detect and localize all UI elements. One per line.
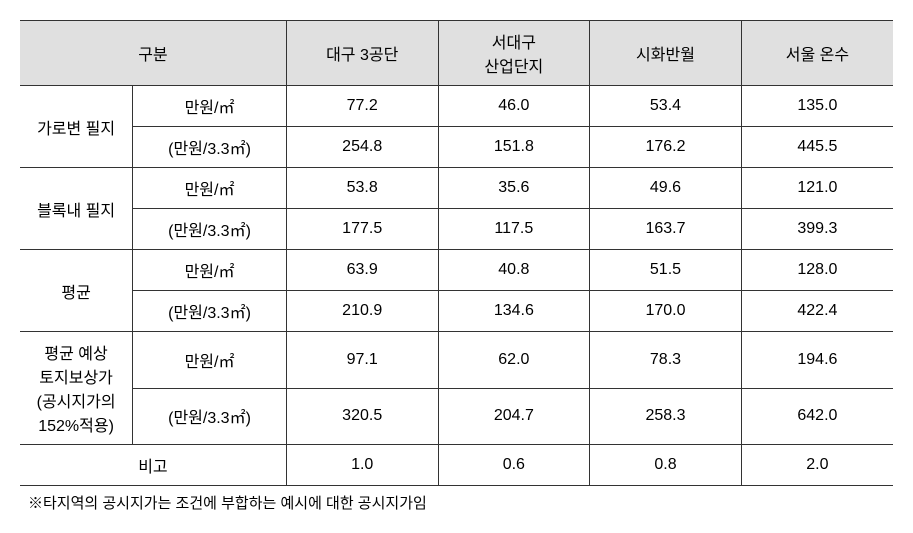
footer-row: 비고 1.0 0.6 0.8 2.0 xyxy=(20,445,893,486)
data-cell: 642.0 xyxy=(741,388,893,445)
footer-cell: 0.8 xyxy=(590,445,742,486)
data-cell: 151.8 xyxy=(438,127,590,168)
data-cell: 176.2 xyxy=(590,127,742,168)
data-cell: 40.8 xyxy=(438,250,590,291)
data-cell: 170.0 xyxy=(590,291,742,332)
data-cell: 51.5 xyxy=(590,250,742,291)
data-cell: 177.5 xyxy=(286,209,438,250)
table-row: (만원/3.3㎡) 210.9 134.6 170.0 422.4 xyxy=(20,291,893,332)
data-cell: 163.7 xyxy=(590,209,742,250)
unit-cell: 만원/㎡ xyxy=(133,250,287,291)
unit-cell: (만원/3.3㎡) xyxy=(133,388,287,445)
data-cell: 135.0 xyxy=(741,86,893,127)
unit-cell: 만원/㎡ xyxy=(133,86,287,127)
table-row: (만원/3.3㎡) 254.8 151.8 176.2 445.5 xyxy=(20,127,893,168)
data-cell: 53.8 xyxy=(286,168,438,209)
table-body: 가로변 필지 만원/㎡ 77.2 46.0 53.4 135.0 (만원/3.3… xyxy=(20,86,893,486)
data-cell: 77.2 xyxy=(286,86,438,127)
header-col-0: 대구 3공단 xyxy=(286,21,438,86)
data-table: 구분 대구 3공단 서대구산업단지 시화반월 서울 온수 가로변 필지 만원/㎡… xyxy=(20,20,893,486)
table-row: 블록내 필지 만원/㎡ 53.8 35.6 49.6 121.0 xyxy=(20,168,893,209)
footer-cell: 0.6 xyxy=(438,445,590,486)
data-cell: 53.4 xyxy=(590,86,742,127)
data-cell: 128.0 xyxy=(741,250,893,291)
table-row: 평균 만원/㎡ 63.9 40.8 51.5 128.0 xyxy=(20,250,893,291)
footer-cell: 2.0 xyxy=(741,445,893,486)
group-label-0: 가로변 필지 xyxy=(20,86,133,168)
group-label-1: 블록내 필지 xyxy=(20,168,133,250)
data-cell: 78.3 xyxy=(590,332,742,389)
data-cell: 46.0 xyxy=(438,86,590,127)
data-cell: 422.4 xyxy=(741,291,893,332)
data-cell: 62.0 xyxy=(438,332,590,389)
footer-cell: 1.0 xyxy=(286,445,438,486)
data-cell: 210.9 xyxy=(286,291,438,332)
data-cell: 35.6 xyxy=(438,168,590,209)
header-col-1: 서대구산업단지 xyxy=(438,21,590,86)
data-cell: 399.3 xyxy=(741,209,893,250)
data-cell: 117.5 xyxy=(438,209,590,250)
data-cell: 204.7 xyxy=(438,388,590,445)
data-cell: 258.3 xyxy=(590,388,742,445)
header-col-2: 시화반월 xyxy=(590,21,742,86)
data-cell: 97.1 xyxy=(286,332,438,389)
unit-cell: 만원/㎡ xyxy=(133,332,287,389)
unit-cell: (만원/3.3㎡) xyxy=(133,209,287,250)
data-cell: 63.9 xyxy=(286,250,438,291)
data-cell: 320.5 xyxy=(286,388,438,445)
data-cell: 254.8 xyxy=(286,127,438,168)
table-row: 평균 예상토지보상가(공시지가의152%적용) 만원/㎡ 97.1 62.0 7… xyxy=(20,332,893,389)
table-row: (만원/3.3㎡) 177.5 117.5 163.7 399.3 xyxy=(20,209,893,250)
unit-cell: (만원/3.3㎡) xyxy=(133,127,287,168)
data-cell: 134.6 xyxy=(438,291,590,332)
data-cell: 194.6 xyxy=(741,332,893,389)
group-label-3: 평균 예상토지보상가(공시지가의152%적용) xyxy=(20,332,133,445)
unit-cell: (만원/3.3㎡) xyxy=(133,291,287,332)
unit-cell: 만원/㎡ xyxy=(133,168,287,209)
group-label-2: 평균 xyxy=(20,250,133,332)
data-cell: 121.0 xyxy=(741,168,893,209)
table-row: (만원/3.3㎡) 320.5 204.7 258.3 642.0 xyxy=(20,388,893,445)
header-row: 구분 대구 3공단 서대구산업단지 시화반월 서울 온수 xyxy=(20,21,893,86)
header-col-3: 서울 온수 xyxy=(741,21,893,86)
data-cell: 49.6 xyxy=(590,168,742,209)
data-cell: 445.5 xyxy=(741,127,893,168)
footer-label: 비고 xyxy=(20,445,286,486)
table-row: 가로변 필지 만원/㎡ 77.2 46.0 53.4 135.0 xyxy=(20,86,893,127)
header-group: 구분 xyxy=(20,21,286,86)
